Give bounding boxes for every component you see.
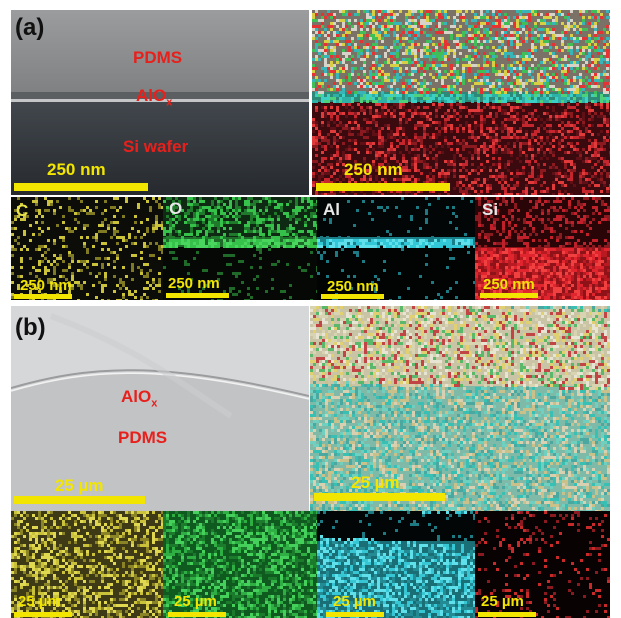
map-a-al-graphic <box>317 197 475 300</box>
map-b-c-graphic <box>11 511 163 618</box>
scale-bar-label-a: 250 nm <box>47 160 106 179</box>
map-a-si-scale-label: 250 nm <box>483 276 535 293</box>
map-b-o-scale-label: 25 µm <box>174 593 217 610</box>
sem-image-b-graphic <box>11 306 309 511</box>
scale-bar-overlay-a <box>316 183 450 191</box>
panel-a-label: (a) <box>15 14 45 41</box>
map-a-o-scale-label: 250 nm <box>168 275 220 292</box>
map-a-al <box>317 197 475 300</box>
map-a-al-label: Al <box>323 200 340 219</box>
scale-bar-b <box>14 496 145 504</box>
map-a-si <box>475 197 610 300</box>
sem-image-b <box>11 306 309 511</box>
map-a-si-graphic <box>475 197 610 300</box>
eds-overlay-a-graphic <box>312 10 610 195</box>
sem-image-a-graphic <box>11 10 309 195</box>
panel-b-label: (b) <box>15 314 46 341</box>
map-b-o-graphic <box>163 511 317 618</box>
map-a-o <box>163 197 317 300</box>
alox-base: AlO <box>136 86 167 105</box>
layer-label-pdms: PDMS <box>133 48 183 67</box>
map-a-al-scale-bar <box>321 294 384 299</box>
scale-bar-overlay-b <box>314 493 445 501</box>
map-a-o-label: O <box>169 199 183 218</box>
map-a-al-scale-label: 250 nm <box>327 278 379 295</box>
map-a-si-scale-bar <box>480 293 538 298</box>
panel-b: (b) AlOx PDMS 25 µm 25 µm 25 µm 25 µm 25… <box>0 300 621 618</box>
alox-subscript: x <box>166 96 173 109</box>
map-b-si-scale-bar <box>478 612 536 617</box>
map-a-o-scale-bar <box>166 293 229 298</box>
layer-label-alox-b: AlOx <box>121 387 157 409</box>
eds-overlay-a <box>312 10 610 195</box>
map-b-al-scale-label: 25 µm <box>333 593 376 610</box>
map-a-c-label: C <box>16 201 29 220</box>
map-b-si <box>475 511 610 618</box>
alox-b-subscript: x <box>151 397 158 410</box>
scale-bar-a <box>14 183 148 191</box>
map-b-al-scale-bar <box>326 612 384 617</box>
map-b-c-scale-bar <box>14 612 72 617</box>
panel-a: (a) PDMS AlOx Si wafer 250 nm 250 nm C 2… <box>0 0 621 300</box>
layer-label-pdms-b: PDMS <box>118 428 168 447</box>
map-a-c-graphic <box>11 197 163 300</box>
layer-label-si-wafer: Si wafer <box>123 137 189 156</box>
scale-bar-label-overlay-a: 250 nm <box>344 160 403 179</box>
layer-label-alox: AlOx <box>136 86 172 108</box>
map-b-si-graphic <box>475 511 610 618</box>
map-a-c-scale-bar <box>14 294 72 299</box>
scale-bar-label-overlay-b: 25 µm <box>351 473 400 492</box>
map-a-c <box>11 197 163 300</box>
map-b-o <box>163 511 317 618</box>
map-b-o-scale-bar <box>168 612 226 617</box>
scale-bar-label-b: 25 µm <box>55 476 104 495</box>
map-a-si-label: Si <box>482 200 499 219</box>
map-b-c-scale-label: 25 µm <box>18 593 61 610</box>
map-a-o-graphic <box>163 197 317 300</box>
sem-image-a <box>11 10 309 195</box>
alox-b-base: AlO <box>121 387 152 406</box>
map-b-si-scale-label: 25 µm <box>481 593 524 610</box>
map-b-c <box>11 511 163 618</box>
map-a-c-scale-label: 250 nm <box>20 277 72 294</box>
